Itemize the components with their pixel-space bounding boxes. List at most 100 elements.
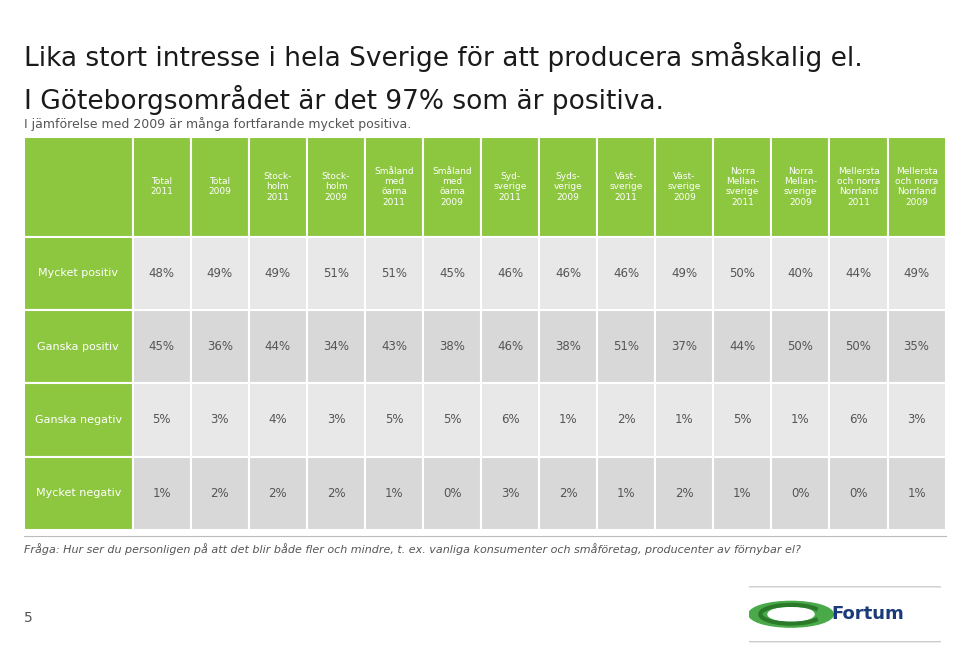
FancyBboxPatch shape <box>597 310 656 384</box>
FancyBboxPatch shape <box>772 310 829 384</box>
FancyBboxPatch shape <box>24 456 132 530</box>
FancyBboxPatch shape <box>191 384 249 456</box>
Text: Småland
med
öarna
2009: Småland med öarna 2009 <box>432 166 472 207</box>
Text: 38%: 38% <box>555 340 581 353</box>
FancyBboxPatch shape <box>132 136 191 237</box>
Text: 46%: 46% <box>555 267 581 280</box>
FancyBboxPatch shape <box>24 310 132 384</box>
FancyBboxPatch shape <box>656 310 713 384</box>
FancyBboxPatch shape <box>423 136 481 237</box>
Circle shape <box>749 601 833 627</box>
Text: 50%: 50% <box>730 267 756 280</box>
Text: 50%: 50% <box>846 340 872 353</box>
Text: 44%: 44% <box>846 267 872 280</box>
FancyBboxPatch shape <box>307 384 365 456</box>
Text: 3%: 3% <box>210 413 229 426</box>
Text: Ganska negativ: Ganska negativ <box>35 415 122 425</box>
Text: Stock-
holm
2011: Stock- holm 2011 <box>264 172 292 202</box>
FancyBboxPatch shape <box>365 237 423 310</box>
Text: Mellersta
och norra
Norrland
2009: Mellersta och norra Norrland 2009 <box>895 166 938 207</box>
Text: Fråga: Hur ser du personligen på att det blir både fler och mindre, t. ex. vanli: Fråga: Hur ser du personligen på att det… <box>24 543 801 554</box>
Text: 48%: 48% <box>149 267 175 280</box>
Text: I jämförelse med 2009 är många fortfarande mycket positiva.: I jämförelse med 2009 är många fortfaran… <box>24 117 411 131</box>
FancyBboxPatch shape <box>481 384 540 456</box>
Text: 2%: 2% <box>269 487 287 500</box>
FancyBboxPatch shape <box>713 237 772 310</box>
Text: 49%: 49% <box>671 267 697 280</box>
FancyBboxPatch shape <box>191 310 249 384</box>
FancyBboxPatch shape <box>656 237 713 310</box>
FancyBboxPatch shape <box>365 136 423 237</box>
Text: 51%: 51% <box>381 267 407 280</box>
Text: 6%: 6% <box>850 413 868 426</box>
FancyBboxPatch shape <box>481 456 540 530</box>
FancyBboxPatch shape <box>191 456 249 530</box>
Text: 43%: 43% <box>381 340 407 353</box>
Text: Norra
Mellan-
sverige
2009: Norra Mellan- sverige 2009 <box>783 166 817 207</box>
FancyBboxPatch shape <box>829 310 888 384</box>
Text: Norra
Mellan-
sverige
2011: Norra Mellan- sverige 2011 <box>726 166 759 207</box>
Text: 1%: 1% <box>153 487 171 500</box>
FancyBboxPatch shape <box>713 456 772 530</box>
FancyBboxPatch shape <box>132 310 191 384</box>
Text: 1%: 1% <box>907 487 925 500</box>
Text: 1%: 1% <box>675 413 694 426</box>
Text: Stock-
holm
2009: Stock- holm 2009 <box>322 172 350 202</box>
Text: 3%: 3% <box>501 487 519 500</box>
FancyBboxPatch shape <box>24 384 132 456</box>
FancyBboxPatch shape <box>307 456 365 530</box>
FancyBboxPatch shape <box>540 456 597 530</box>
FancyBboxPatch shape <box>772 384 829 456</box>
Text: 1%: 1% <box>733 487 752 500</box>
FancyBboxPatch shape <box>191 237 249 310</box>
FancyBboxPatch shape <box>24 136 132 237</box>
FancyBboxPatch shape <box>307 310 365 384</box>
FancyBboxPatch shape <box>743 587 947 642</box>
Text: 36%: 36% <box>206 340 233 353</box>
Text: 46%: 46% <box>497 340 523 353</box>
FancyBboxPatch shape <box>24 237 132 310</box>
Text: 45%: 45% <box>439 267 465 280</box>
FancyBboxPatch shape <box>713 310 772 384</box>
FancyBboxPatch shape <box>423 237 481 310</box>
FancyBboxPatch shape <box>829 136 888 237</box>
FancyBboxPatch shape <box>713 384 772 456</box>
Text: 46%: 46% <box>497 267 523 280</box>
FancyBboxPatch shape <box>132 384 191 456</box>
FancyBboxPatch shape <box>540 237 597 310</box>
Text: 5: 5 <box>24 610 33 625</box>
Text: 0%: 0% <box>443 487 462 500</box>
FancyBboxPatch shape <box>481 310 540 384</box>
FancyBboxPatch shape <box>481 237 540 310</box>
Text: Lika stort intresse i hela Sverige för att producera småskalig el.: Lika stort intresse i hela Sverige för a… <box>24 42 863 72</box>
Text: Syds-
verige
2009: Syds- verige 2009 <box>554 172 583 202</box>
FancyBboxPatch shape <box>365 384 423 456</box>
FancyBboxPatch shape <box>888 310 946 384</box>
Text: 4%: 4% <box>269 413 287 426</box>
Text: 5%: 5% <box>443 413 462 426</box>
Text: Fortum: Fortum <box>831 605 904 623</box>
Text: 3%: 3% <box>907 413 925 426</box>
Text: Mycket negativ: Mycket negativ <box>36 488 121 498</box>
Text: 2%: 2% <box>559 487 578 500</box>
FancyBboxPatch shape <box>191 136 249 237</box>
FancyBboxPatch shape <box>365 456 423 530</box>
FancyBboxPatch shape <box>365 310 423 384</box>
Text: 1%: 1% <box>385 487 403 500</box>
Text: 46%: 46% <box>613 267 639 280</box>
FancyBboxPatch shape <box>249 384 307 456</box>
Text: Mycket positiv: Mycket positiv <box>38 268 118 278</box>
FancyBboxPatch shape <box>249 136 307 237</box>
FancyBboxPatch shape <box>656 456 713 530</box>
FancyBboxPatch shape <box>307 136 365 237</box>
FancyBboxPatch shape <box>888 456 946 530</box>
FancyBboxPatch shape <box>249 310 307 384</box>
FancyBboxPatch shape <box>481 136 540 237</box>
FancyBboxPatch shape <box>540 384 597 456</box>
FancyBboxPatch shape <box>423 310 481 384</box>
Text: 34%: 34% <box>323 340 349 353</box>
Text: 1%: 1% <box>617 487 636 500</box>
FancyBboxPatch shape <box>423 456 481 530</box>
Text: Total
2009: Total 2009 <box>208 177 231 196</box>
Text: 38%: 38% <box>439 340 465 353</box>
